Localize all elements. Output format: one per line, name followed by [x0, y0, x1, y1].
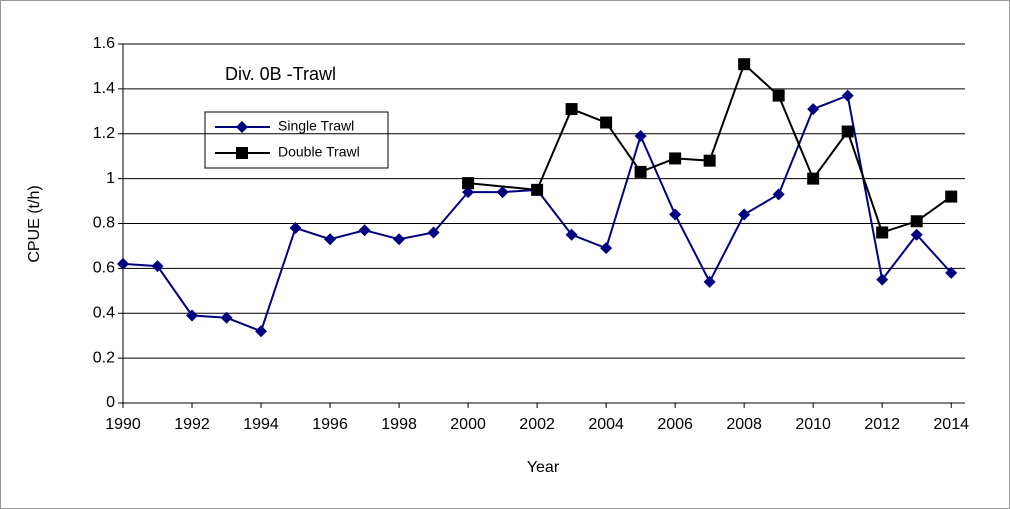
y-tick-label: 0.8 — [93, 215, 115, 232]
data-point — [634, 165, 647, 178]
legend-label: Double Trawl — [278, 144, 360, 160]
data-point — [496, 186, 509, 199]
data-point — [324, 233, 337, 246]
legend-marker — [236, 147, 248, 159]
data-point — [807, 172, 820, 185]
data-point — [600, 242, 613, 255]
data-point — [462, 177, 475, 190]
y-tick-label: 0.6 — [93, 260, 115, 277]
y-tick-label: 1 — [106, 170, 115, 187]
y-axis-label: CPUE (t/h) — [26, 185, 43, 262]
y-tick-label: 1.4 — [93, 80, 115, 97]
x-tick-label: 2008 — [726, 416, 762, 433]
data-point — [910, 215, 923, 228]
y-tick-label: 1.2 — [93, 125, 115, 142]
data-point — [565, 103, 578, 116]
data-point — [186, 309, 199, 322]
x-axis-label: Year — [527, 459, 560, 476]
x-tick-label: 2006 — [657, 416, 693, 433]
data-point — [531, 183, 544, 196]
data-point — [910, 228, 923, 241]
data-point — [703, 154, 716, 167]
data-point — [738, 58, 751, 71]
x-tick-label: 1994 — [243, 416, 279, 433]
x-tick-label: 2014 — [933, 416, 969, 433]
data-point — [358, 224, 371, 237]
data-point — [255, 325, 268, 338]
legend-label: Single Trawl — [278, 118, 354, 134]
data-point — [289, 221, 302, 234]
x-tick-label: 1992 — [174, 416, 210, 433]
data-point — [945, 266, 958, 279]
data-point — [807, 103, 820, 116]
y-tick-label: 0.4 — [93, 304, 115, 321]
data-point — [876, 226, 889, 239]
data-point — [772, 188, 785, 201]
data-point — [876, 273, 889, 286]
x-tick-label: 1996 — [312, 416, 348, 433]
data-point — [945, 190, 958, 203]
y-tick-label: 0 — [106, 394, 115, 411]
data-point — [393, 233, 406, 246]
data-point — [841, 125, 854, 138]
data-point — [151, 260, 164, 273]
x-tick-label: 2010 — [795, 416, 831, 433]
data-point — [703, 275, 716, 288]
data-point — [634, 129, 647, 142]
data-point — [669, 208, 682, 221]
data-point — [772, 89, 785, 102]
data-point — [669, 152, 682, 165]
data-point — [600, 116, 613, 129]
data-point — [738, 208, 751, 221]
x-tick-label: 1990 — [105, 416, 141, 433]
x-tick-label: 2000 — [450, 416, 486, 433]
x-tick-label: 2002 — [519, 416, 555, 433]
data-point — [117, 257, 129, 270]
data-point — [841, 89, 854, 102]
x-tick-label: 1998 — [381, 416, 417, 433]
data-point — [565, 228, 578, 241]
legend-box — [204, 111, 389, 169]
chart-title: Div. 0B -Trawl — [225, 64, 336, 84]
y-tick-label: 1.6 — [93, 35, 115, 52]
y-tick-label: 0.2 — [93, 349, 115, 366]
x-tick-label: 2012 — [864, 416, 900, 433]
x-tick-label: 2004 — [588, 416, 624, 433]
data-point — [427, 226, 440, 239]
legend-marker — [236, 121, 248, 133]
data-point — [220, 311, 233, 324]
